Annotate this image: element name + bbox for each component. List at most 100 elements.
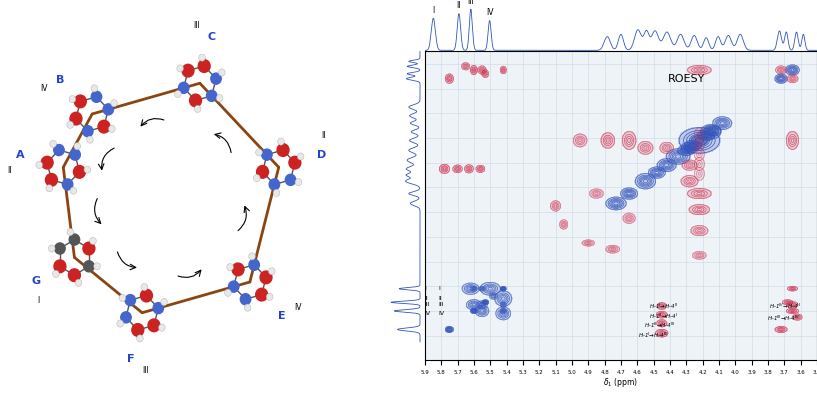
Circle shape [161,299,167,306]
Circle shape [176,65,184,72]
Circle shape [225,289,231,296]
Text: III: III [424,302,430,307]
Circle shape [41,156,53,169]
Circle shape [83,242,95,255]
Circle shape [273,189,280,196]
Circle shape [175,90,181,97]
Text: IV: IV [40,84,47,93]
Text: III: III [193,21,200,30]
Circle shape [261,149,272,160]
Circle shape [295,179,301,186]
Circle shape [141,284,148,291]
Text: H-1$^{I}$$→$H-4$^{III}$: H-1$^{I}$$→$H-4$^{III}$ [638,331,669,340]
Circle shape [232,263,244,276]
Circle shape [217,95,223,102]
Text: II: II [424,296,428,301]
Text: H-1$^{IV}$$→$H-4$^{II}$: H-1$^{IV}$$→$H-4$^{II}$ [769,301,801,310]
Circle shape [207,90,217,101]
X-axis label: $\delta_1$ (ppm): $\delta_1$ (ppm) [603,377,639,390]
Circle shape [136,335,143,342]
Circle shape [48,245,55,252]
Circle shape [199,60,210,72]
Circle shape [70,187,77,194]
Circle shape [87,136,93,143]
Text: IV: IV [295,303,302,312]
Circle shape [83,261,94,272]
Circle shape [69,269,80,282]
Circle shape [109,125,115,132]
Circle shape [36,161,42,168]
Circle shape [256,149,262,156]
Circle shape [285,174,296,185]
Circle shape [67,121,74,128]
Circle shape [249,259,259,270]
Text: F: F [127,354,134,364]
Circle shape [211,73,221,84]
Circle shape [46,173,57,186]
Text: II: II [457,1,461,10]
Text: E: E [278,310,285,321]
Text: III: III [467,0,474,6]
Circle shape [90,237,96,244]
Text: I: I [438,286,440,291]
Circle shape [141,289,153,302]
Circle shape [55,243,65,254]
Circle shape [229,281,239,292]
Circle shape [70,112,82,125]
Circle shape [121,312,132,323]
Text: H-1$^{II}$$→$H-4$^{I}$: H-1$^{II}$$→$H-4$^{I}$ [649,311,678,320]
Circle shape [132,324,144,336]
Circle shape [182,64,194,77]
Text: G: G [31,276,40,286]
Circle shape [70,149,80,160]
Circle shape [98,120,110,133]
Circle shape [91,85,98,92]
Circle shape [117,320,123,327]
Text: IV: IV [486,8,493,17]
Text: I: I [38,296,40,305]
Text: IV: IV [438,311,444,316]
Text: III: III [142,366,149,375]
Circle shape [84,166,91,173]
Circle shape [257,166,269,178]
Text: H-1$^{I}$$→$H-4$^{II}$: H-1$^{I}$$→$H-4$^{II}$ [649,301,678,310]
Circle shape [75,279,82,286]
Circle shape [119,294,126,301]
Circle shape [158,324,165,331]
Text: II: II [7,166,11,175]
Text: A: A [16,150,25,160]
Circle shape [92,91,101,102]
Circle shape [278,138,284,145]
Circle shape [153,303,163,314]
Circle shape [46,185,52,192]
Circle shape [62,179,73,190]
Circle shape [83,126,93,137]
Text: H-1$^{III}$$→$H-4$^{IV}$: H-1$^{III}$$→$H-4$^{IV}$ [767,314,801,323]
Circle shape [227,264,234,271]
Text: B: B [56,75,65,86]
Circle shape [248,253,256,260]
Text: ROESY: ROESY [668,74,705,84]
Circle shape [148,319,160,332]
Circle shape [50,140,56,147]
Circle shape [74,95,87,108]
Circle shape [190,94,202,107]
Circle shape [69,234,79,245]
Circle shape [289,156,301,169]
Circle shape [244,304,251,311]
Circle shape [266,293,273,301]
Circle shape [125,295,136,306]
Text: III: III [438,302,444,307]
Circle shape [69,95,76,103]
Circle shape [253,175,260,182]
Circle shape [297,153,304,160]
Circle shape [111,100,118,107]
Text: D: D [317,150,327,160]
Text: IV: IV [424,311,431,316]
Circle shape [218,69,225,76]
Circle shape [194,105,201,112]
Circle shape [199,54,205,61]
Circle shape [54,145,65,156]
Circle shape [269,179,279,190]
Text: H-1$^{II}$$→$H-4$^{III}$: H-1$^{II}$$→$H-4$^{III}$ [645,321,676,330]
